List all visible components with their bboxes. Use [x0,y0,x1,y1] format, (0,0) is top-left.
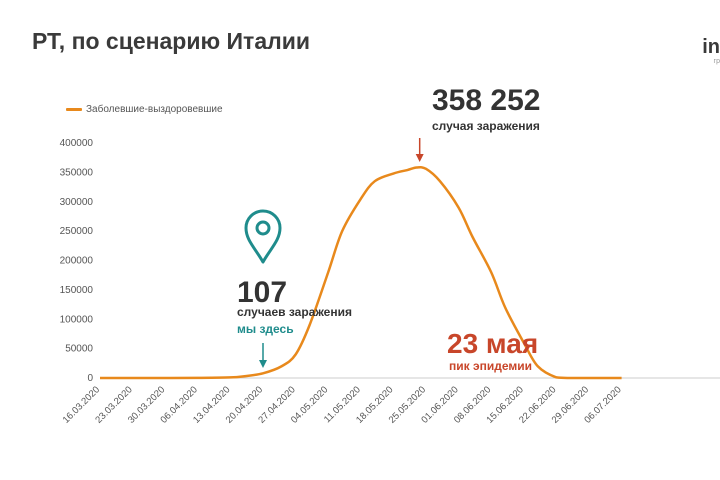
current-caption-label: случаев заражения [237,305,352,319]
peak-date-label: 23 мая [447,328,539,359]
page-title: РТ, по сценарию Италии [32,28,310,54]
here-arrow-head [259,360,267,368]
series-line [99,166,622,380]
peak-caption-label: случая заражения [432,119,540,133]
y-tick-label: 300000 [60,197,94,208]
y-tick-label: 350000 [60,167,94,178]
y-tick-label: 50000 [65,344,93,355]
brand-logo-sub: гр [713,58,720,65]
y-tick-label: 400000 [60,138,94,149]
brand-logo: in [702,36,720,58]
peak-value-label: 358 252 [432,84,541,117]
y-tick-label: 100000 [60,314,94,325]
y-tick-label: 250000 [60,226,94,237]
current-value-label: 107 [237,276,288,309]
y-tick-label: 200000 [60,256,94,267]
y-tick-label: 0 [87,373,93,384]
map-pin-dot [255,220,271,236]
y-tick-label: 150000 [60,285,94,296]
we-are-here-label: мы здесь [237,322,294,336]
map-pin-icon [244,209,282,264]
legend-swatch [66,108,82,111]
chart-legend: Заболевшие-выздоровевшие [66,104,223,115]
peak-arrow-head [415,154,424,162]
peak-date-caption: пик эпидемии [449,359,532,373]
legend-label: Заболевшие-выздоровевшие [86,104,223,115]
